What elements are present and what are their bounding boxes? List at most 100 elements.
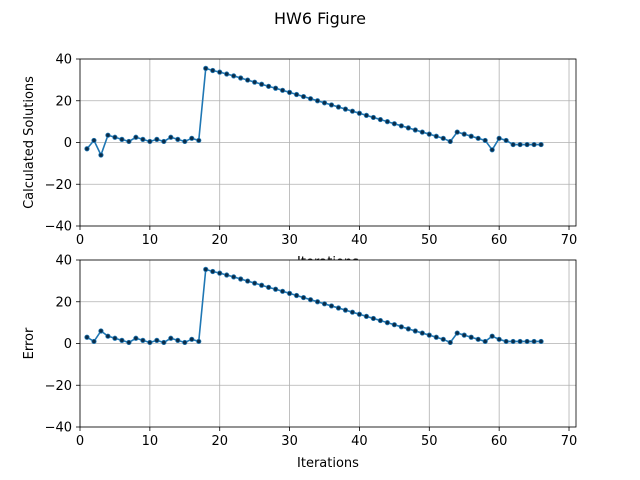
bottom-x-tick-label: 20: [211, 434, 228, 449]
top-x-tick-label: 70: [561, 233, 578, 248]
top-y-tick-label: −40: [45, 220, 72, 235]
top-data-point: [161, 138, 167, 145]
top-data-point: [447, 138, 453, 145]
top-data-point: [273, 85, 279, 91]
bottom-data-point: [314, 299, 321, 305]
bottom-data-point: [440, 336, 446, 342]
bottom-data-point: [140, 337, 146, 343]
top-data-point: [349, 108, 356, 114]
bottom-y-tick-label: −20: [45, 379, 72, 394]
bottom-data-point: [119, 337, 125, 343]
bottom-y-tick-label: 40: [55, 254, 72, 269]
top-y-tick-label: 20: [55, 94, 72, 109]
bottom-x-tick-label: 0: [76, 434, 84, 449]
bottom-data-point: [259, 282, 265, 288]
top-data-point: [510, 141, 516, 148]
top-data-point: [231, 73, 237, 79]
top-data-point: [440, 135, 446, 141]
top-data-point: [405, 125, 411, 131]
top-data-point: [112, 134, 118, 140]
bottom-data-point: [531, 338, 537, 345]
bottom-data-point: [203, 266, 209, 272]
top-y-axis-label: Calculated Solutions: [22, 76, 37, 209]
top-x-tick-label: 50: [421, 233, 438, 248]
top-data-point: [286, 89, 293, 96]
top-x-tick-label: 30: [281, 233, 298, 248]
bottom-data-point: [468, 334, 474, 340]
top-data-point: [328, 102, 335, 108]
top-data-point: [126, 138, 132, 145]
top-data-point: [84, 146, 90, 152]
top-data-point: [482, 137, 488, 144]
top-data-point: [524, 141, 530, 148]
top-data-point: [321, 100, 328, 106]
bottom-data-point: [133, 335, 139, 341]
bottom-data-point: [182, 339, 188, 346]
bottom-y-axis-label: Error: [22, 327, 37, 359]
top-data-point: [419, 129, 425, 135]
bottom-data-point: [84, 334, 90, 340]
top-y-tick-label: 0: [64, 136, 72, 151]
top-data-point: [307, 96, 314, 102]
bottom-data-point: [370, 315, 377, 322]
bottom-data-point: [342, 307, 349, 313]
bottom-y-tick-label: 20: [55, 295, 72, 310]
bottom-data-point: [384, 320, 390, 326]
top-data-point: [335, 104, 342, 110]
top-data-point: [175, 136, 181, 142]
bottom-data-point: [328, 303, 335, 309]
top-data-point: [203, 65, 209, 71]
top-data-point: [98, 152, 104, 158]
top-data-point: [105, 132, 111, 138]
bottom-data-point: [503, 338, 509, 345]
bottom-data-point: [461, 332, 467, 338]
bottom-data-point: [245, 278, 251, 284]
top-axes-calculated-solutions: 0 10 20 30 40 50 60 70 −40 −20 0 20 40 Calculated Sol…: [22, 53, 577, 271]
bottom-data-point: [335, 305, 342, 311]
top-data-point: [356, 110, 363, 116]
bottom-data-point: [398, 324, 404, 330]
top-data-point: [91, 137, 97, 144]
bottom-x-tick-label: 40: [351, 434, 368, 449]
top-data-point: [154, 136, 160, 142]
top-data-point: [342, 106, 349, 112]
bottom-data-point: [496, 336, 502, 342]
top-data-point: [503, 137, 509, 144]
bottom-axes-error: 0 10 20 30 40 50 60 70 −40 −20 0 20 40 Error Iteration…: [22, 254, 590, 471]
top-data-point: [531, 141, 537, 148]
bottom-data-point: [231, 274, 237, 280]
top-data-point: [538, 141, 544, 148]
top-data-point: [252, 79, 258, 85]
top-data-point: [119, 136, 125, 142]
bottom-x-axis-label: Iterations: [297, 456, 359, 471]
top-data-point: [384, 119, 390, 125]
top-data-point: [363, 112, 370, 118]
top-data-point: [300, 93, 307, 100]
bottom-data-point: [405, 326, 411, 332]
bottom-data-point: [321, 301, 328, 307]
bottom-x-tick-label: 30: [281, 434, 298, 449]
bottom-data-point: [475, 336, 481, 342]
bottom-data-point: [224, 272, 230, 278]
bottom-data-point: [482, 338, 488, 345]
bottom-data-point: [524, 338, 530, 345]
top-data-point: [259, 81, 265, 87]
bottom-data-point: [447, 339, 453, 346]
bottom-y-tick-label: 0: [64, 337, 72, 352]
top-data-point: [433, 133, 439, 139]
bottom-data-point: [273, 286, 279, 292]
bottom-data-point: [168, 335, 174, 341]
bottom-data-point: [112, 335, 118, 341]
top-data-point: [489, 147, 495, 153]
bottom-data-point: [433, 334, 439, 340]
bottom-data-point: [419, 330, 425, 336]
top-data-point: [370, 114, 377, 121]
top-data-point: [517, 141, 523, 148]
bottom-data-point: [210, 268, 216, 275]
bottom-data-point: [91, 338, 97, 345]
bottom-data-point: [238, 276, 244, 282]
bottom-data-point: [538, 338, 544, 345]
top-data-point: [279, 87, 286, 93]
bottom-data-point: [391, 322, 397, 328]
bottom-x-tick-label: 70: [561, 434, 578, 449]
